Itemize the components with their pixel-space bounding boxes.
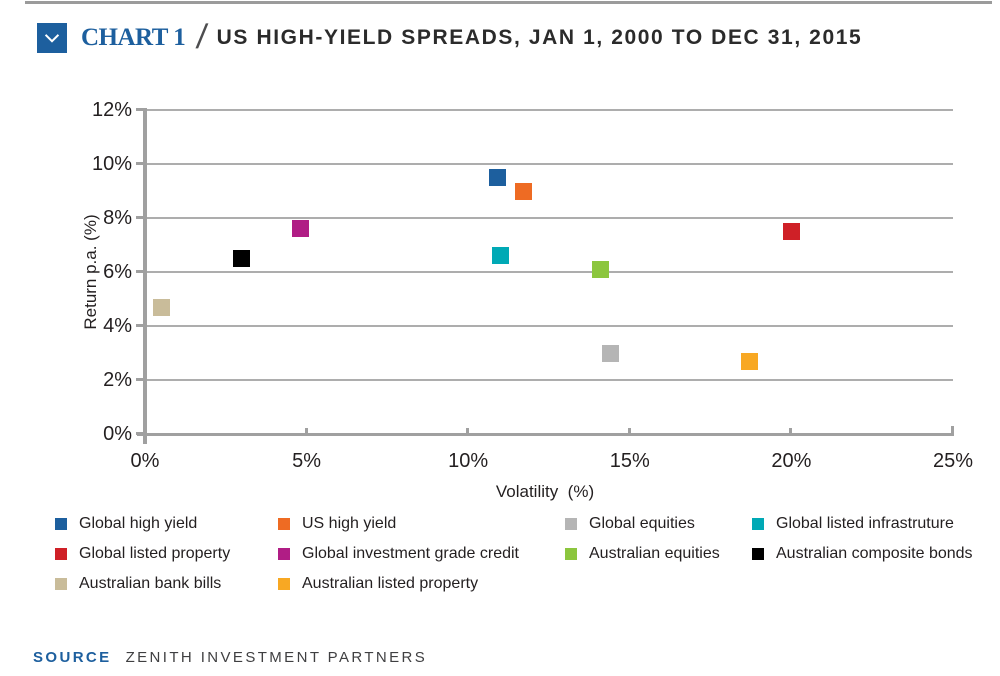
y-tick-label: 2% xyxy=(103,369,132,391)
data-point-australian-bank-bills xyxy=(152,298,170,316)
y-tick-label: 4% xyxy=(103,315,132,337)
y-axis-title: Return p.a. (%) xyxy=(81,214,100,330)
legend-item: Global investment grade credit xyxy=(278,545,519,562)
legend-item: Global equities xyxy=(565,515,695,532)
legend-swatch-icon xyxy=(278,548,290,560)
x-tick-label: 10% xyxy=(448,450,489,472)
x-axis-end-tick xyxy=(951,426,954,434)
legend-item: US high yield xyxy=(278,515,397,532)
chart-header: CHART 1 / US HIGH-YIELD SPREADS, JAN 1, … xyxy=(37,18,862,57)
legend-label: Australian listed property xyxy=(302,575,479,592)
y-tick-mark xyxy=(136,378,145,381)
legend-label: Australian bank bills xyxy=(79,575,222,592)
y-tick-label: 8% xyxy=(103,207,132,229)
data-point-australian-listed-property xyxy=(740,352,758,370)
y-axis-line xyxy=(143,108,147,444)
legend-item: Australian listed property xyxy=(278,575,479,592)
y-gridline xyxy=(145,271,953,273)
data-point-australian-equities xyxy=(592,260,610,278)
legend-swatch-icon xyxy=(55,518,67,530)
legend-label: Global equities xyxy=(589,515,695,532)
data-point-australian-composite-bonds xyxy=(233,250,251,267)
data-point-global-listed-infrastruture xyxy=(492,247,510,265)
legend-item: Australian bank bills xyxy=(55,575,222,592)
legend-item: Australian equities xyxy=(565,545,720,562)
data-point-global-listed-property xyxy=(782,223,800,240)
y-tick-mark xyxy=(136,324,145,327)
data-point-global-investment-grade-credit xyxy=(291,220,309,238)
legend-label: Global investment grade credit xyxy=(302,545,519,562)
chevron-down-icon xyxy=(37,22,67,53)
x-axis-line xyxy=(137,433,954,436)
legend-item: Global high yield xyxy=(55,515,198,532)
y-tick-label: 6% xyxy=(103,261,132,283)
y-tick-label: 12% xyxy=(91,99,132,121)
legend-swatch-icon xyxy=(55,548,67,560)
y-tick-mark xyxy=(136,162,145,165)
y-tick-label: 0% xyxy=(103,423,132,445)
y-gridline xyxy=(145,109,953,111)
legend-swatch-icon xyxy=(55,578,67,590)
legend-label: Global listed infrastruture xyxy=(776,515,954,532)
source-text: ZENITH INVESTMENT PARTNERS xyxy=(125,649,428,666)
legend-swatch-icon xyxy=(752,548,764,560)
x-tick-label: 0% xyxy=(130,450,160,472)
chart-title: US HIGH-YIELD SPREADS, JAN 1, 2000 TO DE… xyxy=(216,25,863,49)
y-tick-mark xyxy=(136,108,145,111)
y-gridline xyxy=(145,217,953,219)
data-point-global-equities xyxy=(601,344,619,362)
data-point-us-high-yield xyxy=(514,182,532,200)
legend-item: Global listed property xyxy=(55,545,231,562)
x-tick-mark xyxy=(466,428,470,434)
legend-label: Global listed property xyxy=(79,545,231,562)
chart-number-label: CHART 1 xyxy=(81,23,186,51)
legend-swatch-icon xyxy=(752,518,764,530)
data-point-global-high-yield xyxy=(488,169,506,186)
y-tick-mark xyxy=(136,270,145,273)
legend-label: Global high yield xyxy=(79,515,198,532)
x-axis-title: Volatility (%) xyxy=(495,482,595,501)
x-tick-label: 15% xyxy=(609,450,650,472)
y-gridline xyxy=(145,163,953,165)
x-tick-label: 25% xyxy=(932,450,974,472)
legend-swatch-icon xyxy=(565,518,577,530)
y-tick-mark xyxy=(136,216,145,219)
y-gridline xyxy=(145,379,953,381)
legend-item: Australian composite bonds xyxy=(752,545,973,562)
x-tick-mark xyxy=(304,428,308,434)
top-divider xyxy=(25,1,992,4)
y-gridline xyxy=(145,325,953,327)
legend-label: Australian equities xyxy=(589,545,720,562)
header-slash: / xyxy=(194,18,210,56)
legend-item: Global listed infrastruture xyxy=(752,515,954,532)
source-label: SOURCE xyxy=(33,649,112,666)
legend-label: US high yield xyxy=(302,515,397,532)
legend-swatch-icon xyxy=(278,578,290,590)
x-tick-label: 5% xyxy=(292,450,322,472)
legend-swatch-icon xyxy=(565,548,577,560)
x-tick-label: 20% xyxy=(771,450,812,472)
x-tick-mark xyxy=(789,428,793,434)
legend-swatch-icon xyxy=(278,518,290,530)
y-tick-label: 10% xyxy=(91,153,132,175)
legend-label: Australian composite bonds xyxy=(776,545,973,562)
x-tick-mark xyxy=(627,428,631,434)
source-line: SOURCE ZENITH INVESTMENT PARTNERS xyxy=(33,649,427,666)
